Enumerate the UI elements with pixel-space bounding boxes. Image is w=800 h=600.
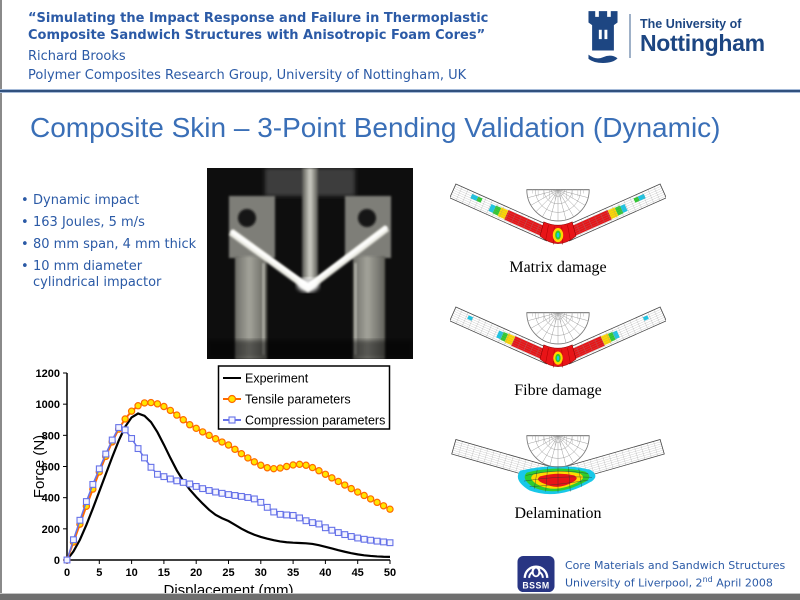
logo-line1: The University of (640, 17, 742, 31)
y-tick-label: 200 (42, 524, 60, 536)
footer-line2: University of Liverpool, 2nd April 2008 (565, 575, 773, 590)
y-tick-label: 1200 (36, 368, 60, 380)
author-name: Richard Brooks (28, 49, 126, 64)
y-axis-label: Force (N) (33, 435, 48, 498)
fibre-damage-figure: Fibre damage (449, 290, 667, 400)
bending-test-photo (207, 168, 413, 359)
header: “Simulating the Impact Response and Fail… (28, 10, 488, 83)
bssm-logo-text: BSSM (522, 581, 549, 591)
legend-label: Experiment (245, 372, 309, 386)
legend-label: Tensile parameters (245, 393, 351, 407)
force-displacement-chart: 0 5 10 15 20 25 30 35 40 45 50 0 200 400 600 800 1000 120… (33, 365, 396, 599)
paper-title-line1: “Simulating the Impact Response and Fail… (28, 11, 489, 26)
x-tick-label: 0 (64, 567, 70, 579)
x-tick-label: 50 (384, 567, 396, 579)
x-tick-label: 25 (222, 567, 234, 579)
logo-divider (629, 14, 631, 58)
paper-title: “Simulating the Impact Response and Fail… (28, 10, 488, 44)
bullet-item-3: 80 mm span, 4 mm thick (21, 237, 216, 253)
nottingham-castle-icon (588, 11, 618, 63)
matrix-damage-label: Matrix damage (509, 259, 607, 276)
delamination-figure: Delamination (450, 413, 666, 523)
bullet-item-2: 163 Joules, 5 m/s (21, 215, 216, 231)
x-tick-label: 35 (287, 567, 299, 579)
paper-title-line2: Composite Sandwich Structures with Aniso… (28, 28, 486, 43)
logo-text: The University of Nottingham (640, 17, 765, 55)
series-experiment (66, 412, 391, 561)
x-tick-label: 5 (96, 567, 102, 579)
slide-left-edge (0, 0, 2, 600)
series-tensile-parameters (63, 398, 394, 564)
bullet-item-4: 10 mm diameter cylindrical impactor (21, 259, 216, 291)
footer-line1: Core Materials and Sandwich Structures (565, 559, 786, 572)
x-tick-label: 30 (255, 567, 267, 579)
matrix-damage-figure: Matrix damage (449, 167, 667, 277)
chart-legend: Experiment Tensile parameters Compression … (217, 365, 391, 430)
delamination-label: Delamination (514, 505, 602, 522)
legend-label: Compression parameters (245, 414, 385, 428)
logo-line2: Nottingham (640, 30, 765, 56)
bullet-list: Dynamic impact 163 Joules, 5 m/s 80 mm s… (21, 193, 216, 297)
x-tick-label: 45 (352, 567, 364, 579)
header-divider-line (0, 89, 800, 93)
y-tick-label: 400 (42, 493, 60, 505)
y-tick-label: 0 (54, 555, 60, 567)
y-tick-label: 1000 (36, 399, 60, 411)
affiliation: Polymer Composites Research Group, Unive… (28, 68, 467, 83)
series-compression-parameters (63, 424, 394, 564)
x-tick-label: 15 (158, 567, 170, 579)
x-tick-label: 20 (190, 567, 202, 579)
matrix-damage-image (449, 183, 667, 245)
bssm-logo: BSSM (517, 555, 555, 593)
y-tick-label: 800 (42, 430, 60, 442)
x-tick-label: 10 (125, 567, 137, 579)
delamination-image (451, 435, 665, 495)
fibre-damage-label: Fibre damage (514, 382, 602, 399)
y-tick-label: 600 (42, 462, 60, 474)
slide-bottom-edge (0, 593, 800, 600)
x-tick-label: 40 (319, 567, 331, 579)
university-of-nottingham-logo: The University of Nottingham (585, 8, 765, 64)
slide-title: Composite Skin – 3-Point Bending Validat… (30, 112, 721, 143)
fibre-damage-image (449, 306, 667, 368)
bullet-item-1: Dynamic impact (21, 193, 216, 209)
footer-text: Core Materials and Sandwich Structures U… (565, 559, 785, 591)
